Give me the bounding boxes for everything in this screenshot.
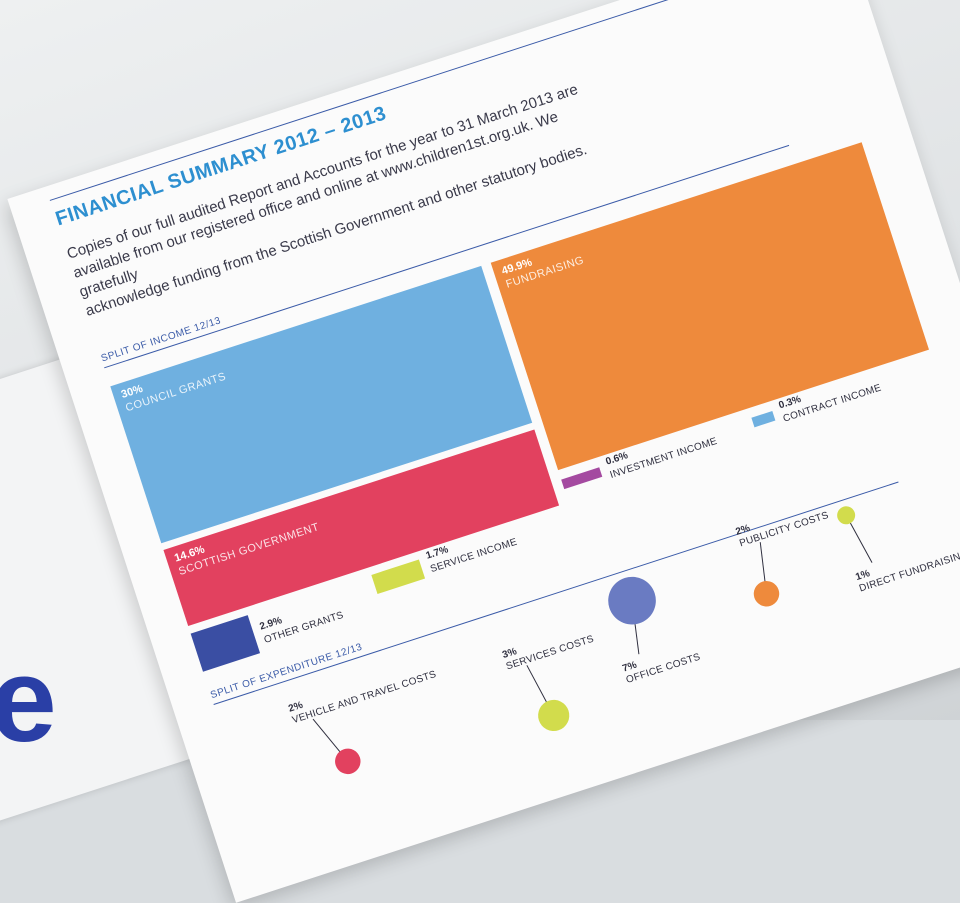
expenditure-label-1: SERVICES COSTS	[505, 634, 596, 673]
expenditure-bubble-1	[538, 699, 570, 732]
expenditure-bubble-3	[753, 581, 780, 607]
expenditure-pct-4: 1%	[854, 568, 871, 583]
expenditure-label-4: DIRECT FUNDRAISING EXPENDITURE	[858, 525, 960, 595]
expenditure-bubble-4	[837, 506, 856, 525]
expenditure-label-0: VEHICLE AND TRAVEL COSTS	[291, 669, 438, 726]
expenditure-label-3: PUBLICITY COSTS	[738, 510, 830, 549]
expenditure-bubble-2	[608, 576, 656, 625]
expenditure-pct-3: 2%	[734, 523, 751, 538]
expenditure-bubble-0	[335, 748, 361, 775]
left-page-letter: e	[0, 633, 57, 767]
expenditure-pct-2: 7%	[621, 660, 638, 675]
expenditure-pct-0: 2%	[287, 700, 304, 715]
expenditure-pct-1: 3%	[501, 646, 518, 661]
